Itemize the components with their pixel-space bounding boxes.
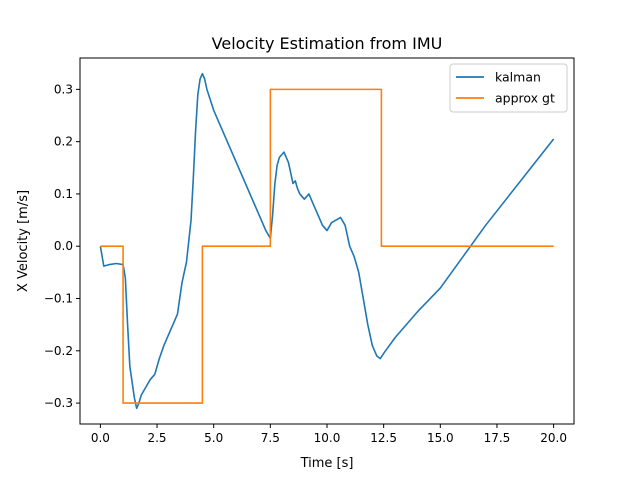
y-axis-label: X Velocity [m/s] — [16, 190, 31, 292]
x-tick-label: 12.5 — [370, 431, 397, 445]
chart-title: Velocity Estimation from IMU — [212, 34, 443, 53]
legend-box — [449, 63, 568, 113]
y-tick-label: 0.1 — [54, 187, 73, 201]
x-tick-label: 7.5 — [261, 431, 280, 445]
y-axis: −0.3 −0.2 −0.1 0.0 0.1 0.2 0.3 — [44, 82, 80, 410]
series-line-kalman — [99, 72, 555, 410]
y-tick-label: 0.0 — [54, 239, 73, 253]
y-tick-label: 0.3 — [54, 82, 73, 96]
y-tick-label: 0.2 — [54, 135, 73, 149]
y-tick-label: −0.2 — [44, 344, 73, 358]
x-tick-label: 10.0 — [314, 431, 341, 445]
x-tick-label: 20.0 — [540, 431, 567, 445]
series-line-approx-gt — [100, 88, 554, 404]
x-axis: 0.0 2.5 5.0 7.5 10.0 12.5 15.0 17.5 20.0 — [91, 424, 567, 445]
legend-label: approx gt — [495, 91, 555, 106]
y-tick-label: −0.1 — [44, 292, 73, 306]
x-tick-label: 15.0 — [427, 431, 454, 445]
legend: kalman approx gt — [449, 63, 568, 113]
x-tick-label: 0.0 — [91, 431, 110, 445]
x-tick-label: 2.5 — [147, 431, 166, 445]
x-tick-label: 17.5 — [484, 431, 511, 445]
plot-lines — [99, 72, 555, 410]
x-tick-label: 5.0 — [204, 431, 223, 445]
x-axis-label: Time [s] — [300, 456, 354, 471]
y-tick-label: −0.3 — [44, 396, 73, 410]
legend-label: kalman — [495, 70, 541, 85]
